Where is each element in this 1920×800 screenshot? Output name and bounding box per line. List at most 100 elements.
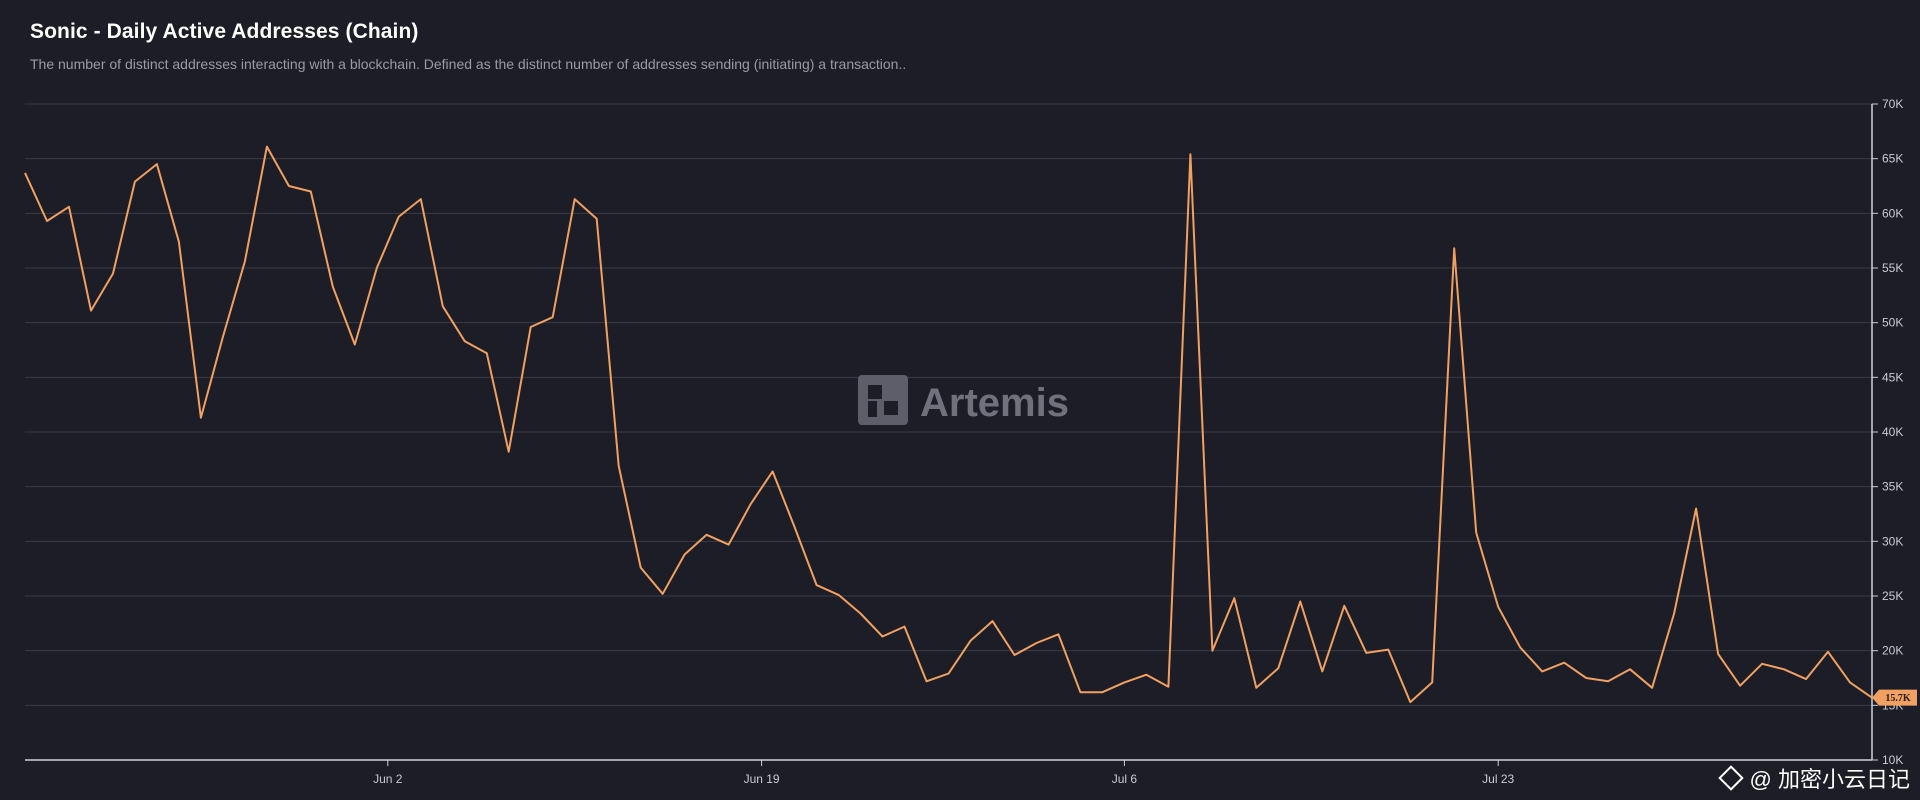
y-tick-label: 45K [1882,370,1903,384]
y-tick-label: 10K [1882,753,1903,767]
data-point[interactable] [397,215,401,219]
data-point[interactable] [1540,669,1544,673]
tick-labels: 10K15K20K25K30K35K40K45K50K55K60K65K70KJ… [373,97,1917,786]
data-point[interactable] [1386,648,1390,652]
data-point[interactable] [1562,661,1566,665]
data-point[interactable] [111,271,115,275]
data-point[interactable] [67,205,71,209]
data-point[interactable] [177,240,181,244]
data-point[interactable] [705,533,709,537]
data-point[interactable] [287,184,291,188]
data-point[interactable] [771,469,775,473]
data-point[interactable] [309,189,313,193]
data-point[interactable] [1650,686,1654,690]
data-point[interactable] [221,335,225,339]
data-point[interactable] [23,171,27,175]
data-point[interactable] [551,315,555,319]
x-tick-label: Jun 2 [373,772,403,786]
data-point[interactable] [1342,604,1346,608]
data-point[interactable] [1078,690,1082,694]
data-point[interactable] [463,339,467,343]
data-point[interactable] [925,679,929,683]
data-point[interactable] [881,634,885,638]
data-point[interactable] [661,592,665,596]
data-point[interactable] [1100,690,1104,694]
data-point[interactable] [639,566,643,570]
data-point[interactable] [1232,596,1236,600]
data-point[interactable] [353,343,357,347]
data-point[interactable] [1254,686,1258,690]
data-point[interactable] [1298,599,1302,603]
data-point[interactable] [903,625,907,629]
data-point[interactable] [1408,700,1412,704]
data-point[interactable] [331,285,335,289]
data-point[interactable] [1364,651,1368,655]
data-point[interactable] [793,525,797,529]
data-point[interactable] [1628,667,1632,671]
data-point[interactable] [1606,679,1610,683]
data-point[interactable] [683,552,687,556]
y-tick-label: 50K [1882,316,1903,330]
data-point[interactable] [45,219,49,223]
data-point[interactable] [529,325,533,329]
data-point[interactable] [89,309,93,313]
data-point[interactable] [199,416,203,420]
data-point[interactable] [1584,676,1588,680]
series-layer [23,145,1873,704]
data-point[interactable] [243,259,247,263]
data-point[interactable] [265,145,269,149]
data-point[interactable] [441,304,445,308]
data-point[interactable] [968,639,972,643]
data-point[interactable] [815,583,819,587]
data-point[interactable] [1144,673,1148,677]
data-point[interactable] [419,197,423,201]
series-line[interactable] [24,145,1873,704]
data-point[interactable] [1782,667,1786,671]
data-point[interactable] [1276,666,1280,670]
data-point[interactable] [1848,680,1852,684]
data-point[interactable] [1210,649,1214,653]
data-point[interactable] [1188,152,1192,156]
data-point[interactable] [1430,680,1434,684]
data-point[interactable] [1122,680,1126,684]
y-tick-label: 65K [1882,152,1903,166]
data-point[interactable] [1034,641,1038,645]
data-point[interactable] [1474,531,1478,535]
data-point[interactable] [1496,605,1500,609]
data-point[interactable] [595,217,599,221]
data-point[interactable] [133,180,137,184]
data-point[interactable] [1452,246,1456,250]
data-point[interactable] [837,593,841,597]
data-point[interactable] [507,450,511,454]
data-point[interactable] [1672,611,1676,615]
data-point[interactable] [1716,652,1720,656]
data-point[interactable] [573,197,577,201]
data-point[interactable] [1012,653,1016,657]
x-tick-label: Jul 6 [1112,772,1138,786]
chart-subtitle: The number of distinct addresses interac… [30,56,907,72]
data-point[interactable] [1320,669,1324,673]
data-point[interactable] [1760,662,1764,666]
data-point[interactable] [617,464,621,468]
data-point[interactable] [375,266,379,270]
x-tick-label: Jul 23 [1482,772,1514,786]
data-point[interactable] [1166,685,1170,689]
data-point[interactable] [990,619,994,623]
data-point[interactable] [155,162,159,166]
data-point[interactable] [1518,645,1522,649]
data-point[interactable] [1826,650,1830,654]
y-tick-label: 35K [1882,480,1903,494]
data-point[interactable] [1738,684,1742,688]
data-point[interactable] [1056,632,1060,636]
data-point[interactable] [1804,677,1808,681]
data-point[interactable] [947,672,951,676]
axes [25,103,1878,766]
data-point[interactable] [1694,507,1698,511]
data-point[interactable] [859,611,863,615]
data-point[interactable] [485,351,489,355]
watermark-text: Artemis [920,381,1069,425]
data-point[interactable] [727,543,731,547]
artemis-logo-icon [858,375,908,425]
data-point[interactable] [749,502,753,506]
